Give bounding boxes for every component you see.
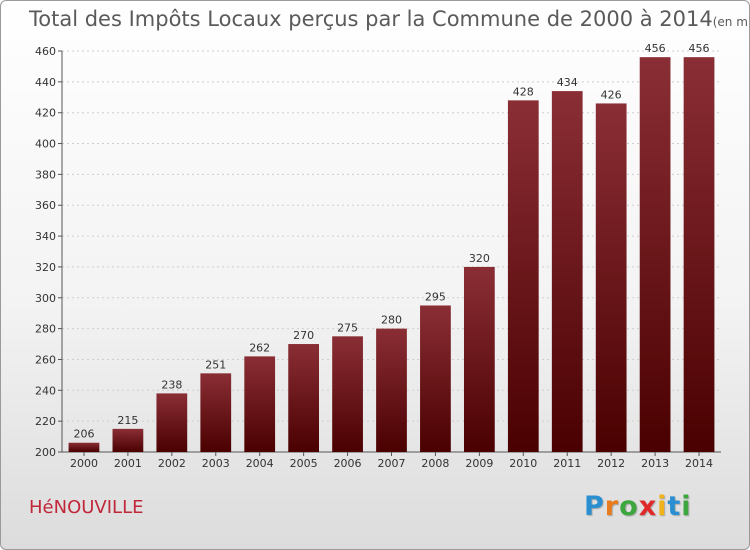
bar-value-label: 262 — [249, 341, 270, 354]
proxiti-logo: Proxiti — [584, 491, 692, 522]
y-tick-label: 280 — [35, 323, 56, 336]
bar-value-label: 251 — [205, 358, 226, 371]
chart-title-unit: (en milliers d'€) — [712, 15, 750, 29]
bar-value-label: 215 — [117, 414, 138, 427]
bar-value-label: 295 — [425, 290, 446, 303]
x-tick-label: 2011 — [553, 457, 581, 470]
x-tick-label: 2000 — [70, 457, 98, 470]
y-tick-label: 320 — [35, 261, 56, 274]
logo-letter: o — [619, 491, 639, 522]
bar-value-label: 280 — [381, 314, 402, 327]
x-tick-label: 2001 — [114, 457, 142, 470]
bar — [507, 100, 539, 452]
logo-letter: i — [681, 491, 692, 522]
chart-title: Total des Impôts Locaux perçus par la Co… — [29, 7, 750, 31]
y-tick-label: 400 — [35, 138, 56, 151]
bar — [68, 442, 100, 452]
logo-letter: r — [604, 491, 620, 522]
x-tick-label: 2007 — [378, 457, 406, 470]
logo-letter: x — [638, 491, 658, 522]
bar-value-label: 456 — [689, 42, 710, 55]
bar-value-label: 270 — [293, 329, 314, 342]
logo-letter: P — [584, 491, 605, 522]
bar-value-label: 320 — [469, 252, 490, 265]
bar — [332, 336, 363, 452]
bar — [244, 356, 276, 452]
bar-value-label: 206 — [73, 428, 94, 441]
bar — [288, 344, 320, 452]
y-tick-label: 340 — [35, 230, 56, 243]
commune-name: HéNOUVILLE — [29, 497, 144, 518]
y-tick-label: 200 — [35, 446, 56, 459]
x-tick-label: 2002 — [158, 457, 186, 470]
bar — [420, 305, 451, 452]
bar — [376, 328, 407, 452]
x-tick-label: 2013 — [641, 457, 669, 470]
bar — [200, 373, 232, 452]
y-tick-label: 360 — [35, 199, 56, 212]
y-tick-label: 240 — [35, 384, 56, 397]
x-tick-label: 2006 — [334, 457, 362, 470]
y-tick-label: 460 — [35, 45, 56, 58]
logo-letter: i — [657, 491, 668, 522]
bar-value-label: 426 — [601, 88, 622, 101]
bar — [463, 266, 495, 452]
x-tick-label: 2004 — [246, 457, 274, 470]
bar-value-label: 456 — [645, 42, 666, 55]
bar — [595, 103, 627, 452]
y-tick-label: 300 — [35, 292, 56, 305]
x-tick-label: 2009 — [465, 457, 493, 470]
bar — [683, 57, 715, 453]
x-tick-label: 2012 — [597, 457, 625, 470]
x-tick-label: 2003 — [202, 457, 230, 470]
y-tick-label: 440 — [35, 76, 56, 89]
bar — [112, 428, 144, 452]
x-tick-label: 2010 — [509, 457, 537, 470]
bar — [156, 393, 188, 452]
bar — [639, 57, 671, 453]
y-tick-label: 420 — [35, 107, 56, 120]
logo-letter: t — [667, 491, 682, 522]
y-tick-label: 380 — [35, 168, 56, 181]
x-tick-label: 2014 — [685, 457, 713, 470]
bar-value-label: 428 — [513, 85, 534, 98]
bar-value-label: 275 — [337, 321, 358, 334]
y-tick-label: 220 — [35, 415, 56, 428]
bar — [551, 91, 583, 452]
bar-value-label: 238 — [161, 378, 182, 391]
x-tick-label: 2008 — [421, 457, 449, 470]
x-tick-label: 2005 — [290, 457, 318, 470]
y-tick-label: 260 — [35, 353, 56, 366]
bar-value-label: 434 — [557, 76, 578, 89]
